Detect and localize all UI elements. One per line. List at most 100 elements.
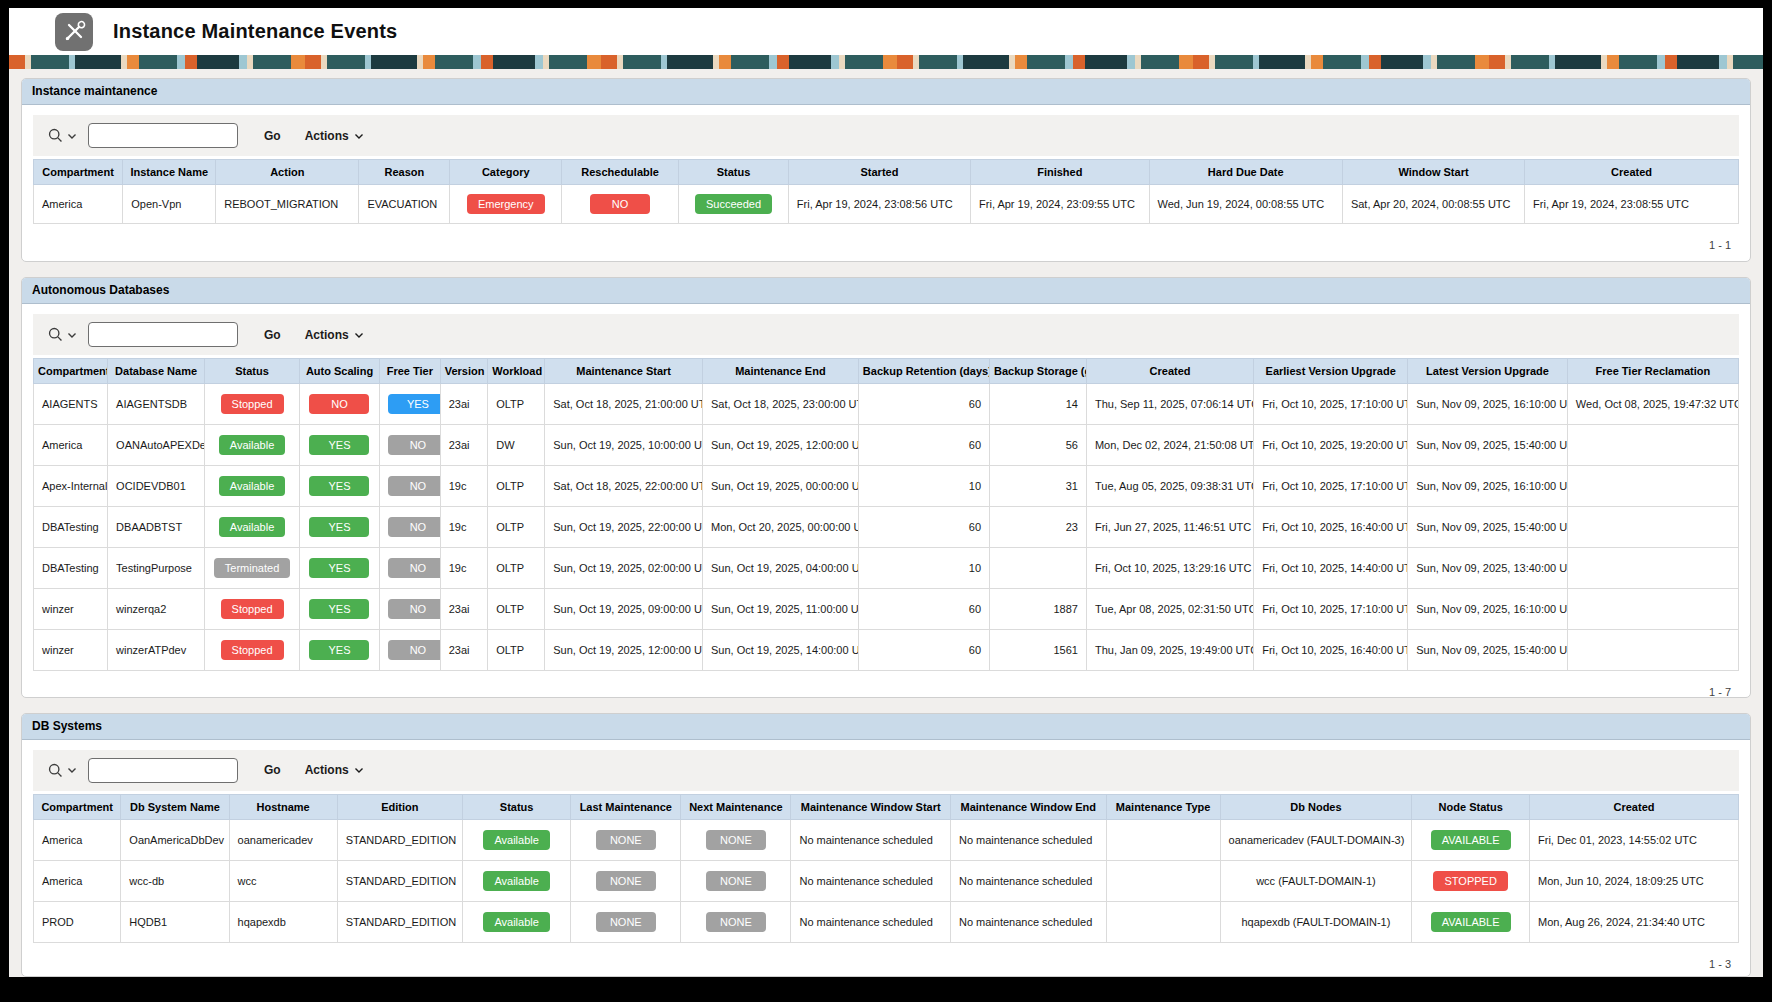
column-header[interactable]: Backup Retention (days) — [858, 359, 989, 384]
column-header[interactable]: Auto Scaling — [300, 359, 380, 384]
column-header[interactable]: Latest Version Upgrade — [1408, 359, 1568, 384]
badge-cell: NONE — [681, 819, 791, 860]
status-badge: NONE — [596, 912, 656, 932]
badge-cell: STOPPED — [1412, 860, 1530, 901]
table-head: CompartmentDatabase NameStatusAuto Scali… — [34, 359, 1739, 384]
cell: winzerqa2 — [108, 589, 205, 630]
badge-cell: NO — [379, 548, 440, 589]
column-header[interactable]: Node Status — [1412, 794, 1530, 819]
badge-cell: YES — [300, 425, 380, 466]
column-header[interactable]: Reason — [359, 160, 450, 185]
column-header[interactable]: Created — [1086, 359, 1253, 384]
actions-button[interactable]: Actions — [301, 761, 368, 779]
column-header[interactable]: Earliest Version Upgrade — [1254, 359, 1408, 384]
status-badge: Stopped — [221, 394, 284, 414]
column-header[interactable]: Free Tier Reclamation — [1567, 359, 1738, 384]
status-badge: NONE — [596, 871, 656, 891]
cell — [1567, 630, 1738, 671]
status-badge: NONE — [596, 830, 656, 850]
cell: Sun, Nov 09, 2025, 15:40:00 UTC — [1408, 507, 1568, 548]
status-badge: NONE — [706, 871, 766, 891]
cell: Fri, Oct 10, 2025, 17:10:00 UTC — [1254, 384, 1408, 425]
column-header[interactable]: Free Tier — [379, 359, 440, 384]
column-header[interactable]: Instance Name — [123, 160, 216, 185]
search-icon[interactable] — [47, 127, 64, 144]
column-header[interactable]: Window Start — [1342, 160, 1524, 185]
badge-cell: Available — [205, 466, 300, 507]
region-autonomous-databases: Autonomous Databases Go Actions — [21, 277, 1751, 698]
column-header[interactable]: Status — [463, 794, 571, 819]
badge-cell: Stopped — [205, 589, 300, 630]
actions-button[interactable]: Actions — [301, 326, 368, 344]
chevron-down-icon[interactable] — [67, 132, 77, 140]
status-badge: Available — [483, 912, 549, 932]
badge-cell: YES — [300, 466, 380, 507]
chevron-down-icon[interactable] — [67, 766, 77, 774]
column-header[interactable]: Maintenance Window End — [950, 794, 1106, 819]
column-header[interactable]: Status — [679, 160, 789, 185]
column-header[interactable]: Maintenance Type — [1106, 794, 1220, 819]
column-header[interactable]: Version — [440, 359, 488, 384]
cell: 19c — [440, 507, 488, 548]
chevron-down-icon[interactable] — [67, 331, 77, 339]
go-button[interactable]: Go — [260, 326, 285, 344]
status-badge: NO — [388, 517, 440, 537]
column-header[interactable]: Backup Storage (gb) — [990, 359, 1087, 384]
badge-cell: NO — [379, 466, 440, 507]
column-header[interactable]: Next Maintenance — [681, 794, 791, 819]
actions-button[interactable]: Actions — [301, 127, 368, 145]
interactive-report-toolbar: Go Actions — [33, 750, 1739, 791]
column-header[interactable]: Edition — [337, 794, 462, 819]
status-badge: NO — [388, 640, 440, 660]
column-header[interactable]: Compartment — [34, 359, 108, 384]
cell: Apex-Internal — [34, 466, 108, 507]
table-row: AmericaOpen-VpnREBOOT_MIGRATIONEVACUATIO… — [34, 185, 1739, 224]
cell: Sun, Oct 19, 2025, 02:00:00 UTC — [545, 548, 703, 589]
region-instance-maintenance: Instance maintanence Go Actions — [21, 78, 1751, 262]
column-header[interactable]: Action — [216, 160, 359, 185]
cell: DW — [488, 425, 545, 466]
column-header[interactable]: Started — [788, 160, 970, 185]
cell: Fri, Oct 10, 2025, 17:10:00 UTC — [1254, 466, 1408, 507]
cell: Fri, Oct 10, 2025, 14:40:00 UTC — [1254, 548, 1408, 589]
status-badge: NONE — [706, 912, 766, 932]
status-badge: YES — [309, 558, 369, 578]
search-icon[interactable] — [47, 326, 64, 343]
column-header[interactable]: Database Name — [108, 359, 205, 384]
column-header[interactable]: Hostname — [229, 794, 337, 819]
search-input[interactable] — [88, 123, 238, 148]
column-header[interactable]: Category — [450, 160, 562, 185]
cell: 1887 — [990, 589, 1087, 630]
search-input[interactable] — [88, 322, 238, 347]
column-header[interactable]: Status — [205, 359, 300, 384]
cell: winzer — [34, 630, 108, 671]
column-header[interactable]: Db System Name — [121, 794, 229, 819]
column-header[interactable]: Maintenance Start — [545, 359, 703, 384]
column-header[interactable]: Finished — [971, 160, 1149, 185]
column-header[interactable]: Compartment — [34, 794, 121, 819]
column-header[interactable]: Workload — [488, 359, 545, 384]
cell: TestingPurpose — [108, 548, 205, 589]
cell: OLTP — [488, 548, 545, 589]
status-badge: YES — [309, 517, 369, 537]
column-header[interactable]: Last Maintenance — [571, 794, 681, 819]
search-input[interactable] — [88, 758, 238, 783]
column-header[interactable]: Hard Due Date — [1149, 160, 1342, 185]
column-header[interactable]: Maintenance End — [703, 359, 859, 384]
search-icon[interactable] — [47, 762, 64, 779]
go-button[interactable]: Go — [260, 761, 285, 779]
tools-icon — [55, 13, 93, 51]
cell: America — [34, 860, 121, 901]
column-header[interactable]: Created — [1530, 794, 1739, 819]
cell: Sun, Oct 19, 2025, 22:00:00 UTC — [545, 507, 703, 548]
column-header[interactable]: Created — [1525, 160, 1739, 185]
column-header[interactable]: Compartment — [34, 160, 123, 185]
column-header[interactable]: Reschedulable — [562, 160, 679, 185]
cell: 23ai — [440, 630, 488, 671]
column-header[interactable]: Db Nodes — [1220, 794, 1412, 819]
cell: Fri, Oct 10, 2025, 16:40:00 UTC — [1254, 507, 1408, 548]
column-header[interactable]: Maintenance Window Start — [791, 794, 950, 819]
go-button[interactable]: Go — [260, 127, 285, 145]
cell: Sun, Oct 19, 2025, 12:00:00 UTC — [545, 630, 703, 671]
actions-label: Actions — [305, 328, 349, 342]
